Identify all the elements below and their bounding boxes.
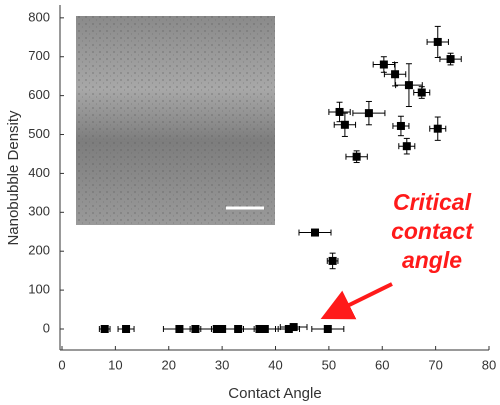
- point: [364, 109, 373, 118]
- y-axis-label: Nanobubble Density: [5, 110, 22, 246]
- x-tick-label: 20: [162, 357, 176, 372]
- y-tick-label: 200: [28, 243, 50, 258]
- y-tick-label: 500: [28, 126, 50, 141]
- point: [396, 121, 405, 130]
- x-tick-label: 0: [58, 357, 65, 372]
- point: [433, 37, 442, 46]
- x-tick-label: 10: [108, 357, 122, 372]
- x-tick-label: 80: [482, 357, 496, 372]
- x-tick-label: 70: [428, 357, 442, 372]
- point: [433, 124, 442, 133]
- point: [260, 324, 269, 333]
- point: [310, 228, 319, 237]
- point: [323, 324, 332, 333]
- point: [335, 107, 344, 116]
- point: [352, 152, 361, 161]
- y-tick-label: 0: [43, 320, 50, 335]
- point: [234, 324, 243, 333]
- x-tick-label: 50: [322, 357, 336, 372]
- x-tick-label: 30: [215, 357, 229, 372]
- point: [379, 60, 388, 69]
- annotation: contact: [391, 218, 474, 244]
- point: [446, 55, 455, 64]
- inset-image: [76, 16, 275, 225]
- y-tick-label: 100: [28, 282, 50, 297]
- point: [404, 81, 413, 90]
- point: [122, 324, 131, 333]
- point: [417, 88, 426, 97]
- point: [328, 256, 337, 265]
- y-tick-label: 300: [28, 204, 50, 219]
- y-tick-label: 800: [28, 9, 50, 24]
- annotation: angle: [402, 247, 462, 273]
- point: [284, 324, 293, 333]
- annotation-arrow: [320, 282, 393, 320]
- x-tick-label: 40: [268, 357, 282, 372]
- y-tick-label: 700: [28, 48, 50, 63]
- x-axis-label: Contact Angle: [228, 385, 321, 402]
- y-tick-label: 600: [28, 87, 50, 102]
- point: [340, 120, 349, 129]
- point: [402, 142, 411, 151]
- x-tick-label: 60: [375, 357, 389, 372]
- y-tick-label: 400: [28, 165, 50, 180]
- annotation: Critical: [393, 189, 472, 215]
- point: [100, 324, 109, 333]
- point: [391, 70, 400, 79]
- point: [289, 323, 298, 332]
